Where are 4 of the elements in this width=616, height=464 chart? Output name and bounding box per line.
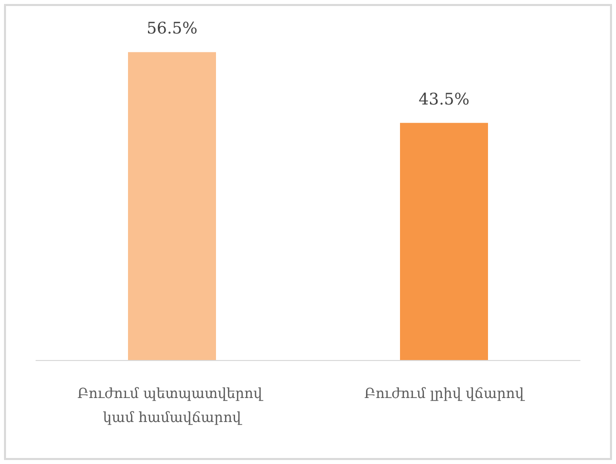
data-label: 56.5% — [146, 18, 198, 38]
data-label: 43.5% — [418, 89, 470, 108]
x-tick-label: Բուժում պետպատվերով կամ համավճարով — [77, 386, 267, 426]
x-tick-label: Բուժում լրիվ վճարով — [364, 386, 525, 402]
